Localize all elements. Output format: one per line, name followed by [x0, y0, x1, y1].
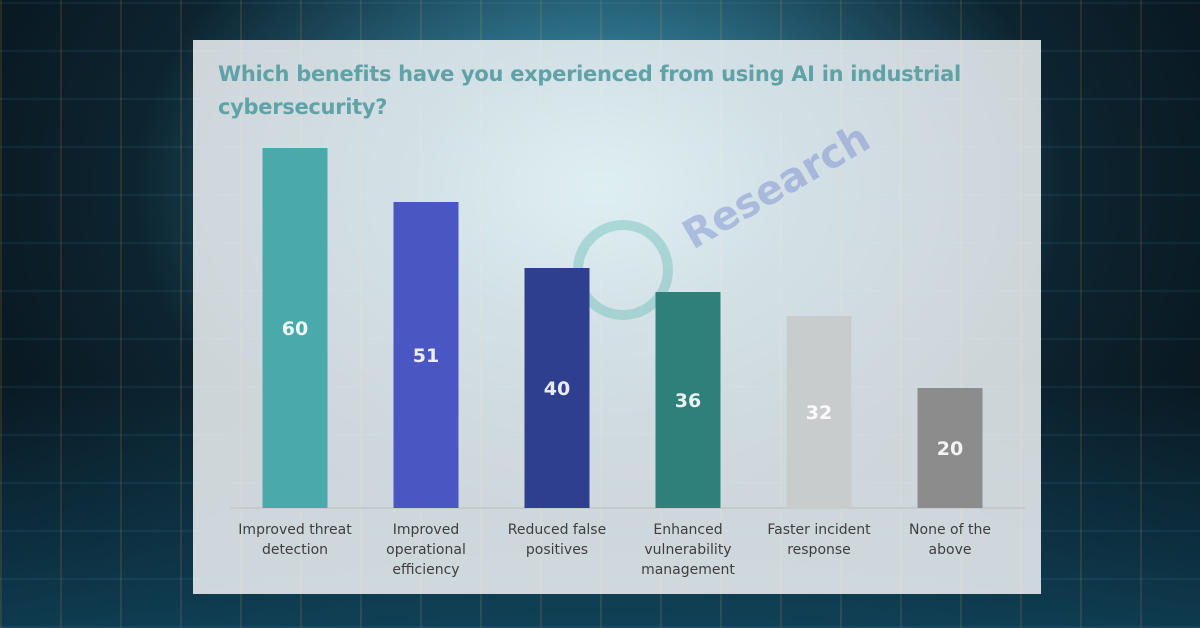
- chart-card: Which benefits have you experienced from…: [193, 40, 1041, 594]
- x-tick-label: Improved threat detection: [230, 520, 360, 560]
- bar-4: [786, 316, 852, 508]
- data-label: 60: [282, 318, 308, 340]
- x-tick-label-line: detection: [261, 542, 329, 558]
- data-label: 40: [544, 378, 570, 400]
- x-tick-label-line: None of the: [909, 522, 991, 538]
- data-label: 51: [413, 345, 439, 367]
- data-label: 32: [806, 402, 832, 424]
- x-tick-label: Improved operational efficiency: [361, 520, 491, 580]
- x-tick-label-line: Enhanced: [653, 522, 723, 538]
- bar-1: [393, 202, 459, 508]
- bar-2: [524, 268, 590, 508]
- data-label: 36: [675, 390, 701, 412]
- x-tick-label-line: efficiency: [392, 562, 460, 578]
- x-tick-label-line: response: [787, 542, 851, 558]
- x-tick-label-line: vulnerability: [644, 542, 732, 558]
- x-tick-label-line: Improved: [392, 522, 460, 538]
- x-tick-label-line: positives: [525, 542, 589, 558]
- watermark-logo-icon: [573, 220, 673, 320]
- bar-chart: Research 60 51 40 36 32 20: [231, 115, 1025, 509]
- x-tick-label-line: management: [641, 562, 735, 578]
- bar-5: [917, 388, 983, 508]
- chart-title: Which benefits have you experienced from…: [218, 62, 961, 119]
- bar-0: [262, 148, 328, 508]
- x-tick-label: None of the above: [885, 520, 1015, 560]
- watermark-logo: Research: [675, 115, 878, 259]
- bar-3: [655, 292, 721, 508]
- x-tick-label-line: above: [928, 542, 972, 558]
- x-tick-label: Enhanced vulnerability management: [623, 520, 753, 580]
- x-tick-label: Reduced false positives: [492, 520, 622, 560]
- x-tick-label-line: operational: [386, 542, 466, 558]
- x-tick-label: Faster incident response: [754, 520, 884, 560]
- x-tick-label-line: Reduced false: [507, 522, 607, 538]
- x-tick-label-line: Improved threat: [238, 522, 352, 538]
- x-tick-label-line: Faster incident: [767, 522, 871, 538]
- data-label: 20: [937, 438, 963, 460]
